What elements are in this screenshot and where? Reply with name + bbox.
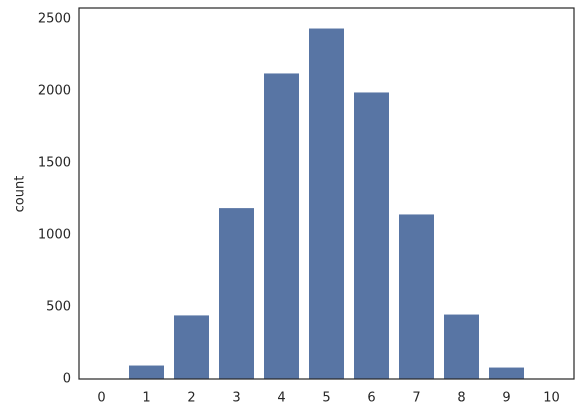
y-axis-label: count xyxy=(13,176,28,213)
bar xyxy=(219,208,255,379)
x-tick-label: 6 xyxy=(367,391,375,406)
x-tick-label: 9 xyxy=(502,391,510,406)
x-tick-label: 4 xyxy=(277,391,285,406)
x-tick-label: 1 xyxy=(142,391,150,406)
x-tick-label: 8 xyxy=(457,391,465,406)
x-tick-label: 2 xyxy=(187,391,195,406)
bar xyxy=(489,367,525,379)
bar xyxy=(399,214,435,379)
x-tick-label: 0 xyxy=(97,391,105,406)
x-tick-label: 5 xyxy=(322,391,330,406)
y-tick-label: 1500 xyxy=(38,155,71,170)
bar xyxy=(174,315,210,379)
x-tick-label: 10 xyxy=(543,391,560,406)
x-tick-label: 7 xyxy=(412,391,420,406)
y-tick-label: 2000 xyxy=(38,83,71,98)
bar xyxy=(309,28,345,379)
y-tick-label: 0 xyxy=(63,372,71,387)
bar xyxy=(129,365,165,379)
bar xyxy=(264,73,300,379)
bar xyxy=(354,92,390,379)
y-tick-label: 2500 xyxy=(38,11,71,26)
x-tick-label: 3 xyxy=(232,391,240,406)
y-tick-label: 1000 xyxy=(38,227,71,242)
y-tick-label: 500 xyxy=(46,299,71,314)
bar xyxy=(444,314,480,379)
